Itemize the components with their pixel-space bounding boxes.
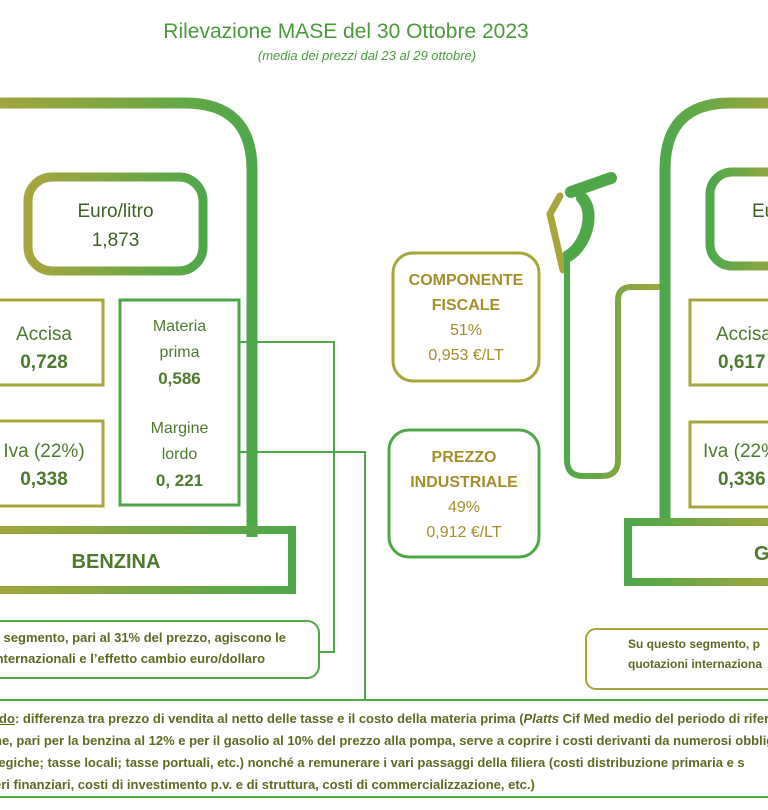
gasolio-pump-body: [659, 97, 768, 520]
gasolio-base-frame: [624, 518, 768, 586]
benzina-base-frame: [0, 526, 296, 594]
footnote-line-1: rdo: differenza tra prezzo di vendita al…: [0, 709, 768, 729]
gasolio-note-line-1: Su questo segmento, p: [628, 637, 761, 651]
benzina-note-frame: [0, 620, 320, 679]
benzina-margine-label-1: Margine: [150, 420, 209, 437]
gasolio-accisa-frame: [688, 298, 768, 387]
benzina-accisa-frame: [0, 298, 105, 387]
footnote-line-4: eri finanziari, costi di investimento p.…: [0, 777, 535, 792]
componente-fiscale-value: 0,953 €/LT: [428, 347, 504, 364]
footnote-line-1-b: Cif Med medio del periodo di riferim: [558, 711, 768, 726]
benzina-materia-label-1: Materia: [152, 318, 207, 335]
componente-fiscale-frame: [391, 251, 541, 383]
nozzle-handle: [546, 192, 567, 274]
footnote-line-1-a: : differenza tra prezzo di vendita al ne…: [14, 711, 524, 726]
gasolio-iva-frame: [688, 420, 768, 509]
componente-fiscale-percent: 51%: [449, 322, 483, 339]
gasolio-display-frame: [705, 167, 768, 271]
benzina-pump-body: [0, 97, 258, 537]
benzina-accisa-label: Accisa: [16, 324, 72, 345]
benzina-iva-value: 0,338: [20, 469, 68, 490]
fuel-hose: [564, 255, 665, 479]
margine-connector-line: [240, 451, 366, 700]
benzina-margine-value: 0, 221: [155, 471, 204, 490]
prezzo-industriale-label-1: PREZZO: [431, 449, 497, 466]
prezzo-industriale-frame: [387, 428, 541, 559]
gasolio-accisa-label: Accisa: [716, 324, 768, 345]
benzina-price-label: Euro/litro: [77, 201, 154, 222]
gasolio-iva-value: 0,336: [718, 469, 766, 490]
footnote: rdo: differenza tra prezzo di vendita al…: [0, 707, 768, 802]
benzina-price-value: 1,873: [91, 230, 140, 251]
benzina-iva-frame: [0, 419, 105, 508]
gasolio-fuel-name: G: [754, 543, 768, 565]
footnote-line-3: tegiche; tasse locali; tasse portuali, e…: [0, 755, 745, 770]
footnote-platts: Platts: [523, 711, 559, 726]
gasolio-note-frame: [585, 628, 768, 690]
benzina-materia-label-2: prima: [159, 344, 200, 361]
componente-fiscale-label-1: COMPONENTE: [408, 272, 524, 289]
gasolio-price-label: Eu: [752, 201, 768, 222]
nozzle-top: [565, 172, 617, 198]
benzina-display-frame: [23, 172, 208, 276]
prezzo-industriale-label-2: INDUSTRIALE: [410, 474, 518, 491]
nozzle-body: [562, 192, 595, 262]
prezzo-industriale-value: 0,912 €/LT: [426, 524, 502, 541]
gasolio-accisa-value: 0,617: [718, 352, 766, 373]
componente-fiscale-label-2: FISCALE: [431, 297, 501, 314]
benzina-iva-label: Iva (22%): [3, 441, 85, 462]
benzina-note-line-2: internazionali e l’effetto cambio euro/d…: [0, 651, 266, 666]
benzina-materia-value: 0,586: [158, 369, 201, 388]
benzina-margine-label-2: lordo: [161, 446, 198, 463]
page-subtitle: (media dei prezzi dal 23 al 29 ottobre): [257, 48, 477, 63]
footnote-line-2: ne, pari per la benzina al 12% e per il …: [0, 733, 768, 748]
benzina-industrial-frame: [118, 298, 241, 507]
materia-connector-line: [240, 341, 335, 653]
gasolio-iva-label: Iva (22%: [703, 441, 768, 462]
benzina-fuel-name: BENZINA: [71, 551, 161, 573]
benzina-note-line-1: o segmento, pari al 31% del prezzo, agis…: [0, 630, 287, 645]
benzina-accisa-value: 0,728: [20, 352, 68, 373]
prezzo-industriale-percent: 49%: [447, 499, 481, 516]
gasolio-note-line-2: quotazioni internaziona: [628, 657, 762, 671]
page-title: Rilevazione MASE del 30 Ottobre 2023: [163, 20, 529, 43]
footnote-frame: [0, 699, 768, 798]
footnote-term: rdo: [0, 711, 15, 726]
